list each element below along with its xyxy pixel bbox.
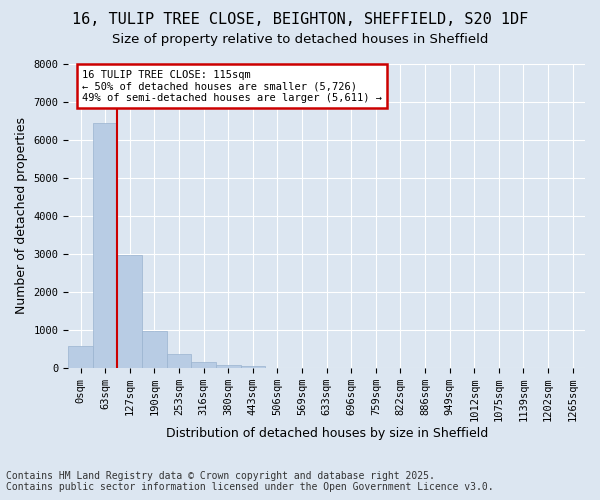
Text: Contains HM Land Registry data © Crown copyright and database right 2025.
Contai: Contains HM Land Registry data © Crown c… xyxy=(6,471,494,492)
Bar xyxy=(167,354,191,368)
Text: 16, TULIP TREE CLOSE, BEIGHTON, SHEFFIELD, S20 1DF: 16, TULIP TREE CLOSE, BEIGHTON, SHEFFIEL… xyxy=(72,12,528,28)
Bar xyxy=(216,365,241,368)
Bar xyxy=(118,254,142,368)
Bar xyxy=(191,362,216,368)
X-axis label: Distribution of detached houses by size in Sheffield: Distribution of detached houses by size … xyxy=(166,427,488,440)
Bar xyxy=(241,366,265,368)
Text: Size of property relative to detached houses in Sheffield: Size of property relative to detached ho… xyxy=(112,32,488,46)
Text: 16 TULIP TREE CLOSE: 115sqm
← 50% of detached houses are smaller (5,726)
49% of : 16 TULIP TREE CLOSE: 115sqm ← 50% of det… xyxy=(82,70,382,103)
Y-axis label: Number of detached properties: Number of detached properties xyxy=(15,118,28,314)
Bar xyxy=(68,346,93,368)
Bar xyxy=(142,331,167,368)
Bar xyxy=(93,123,118,368)
